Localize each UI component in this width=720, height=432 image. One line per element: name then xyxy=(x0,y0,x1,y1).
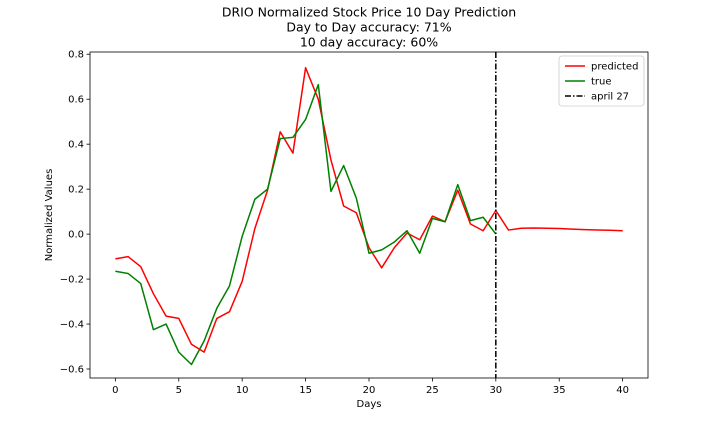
y-tick-label: −0.4 xyxy=(60,320,84,331)
series-layer xyxy=(115,66,623,366)
legend-april27-label: april 27 xyxy=(591,92,629,103)
y-tick-label: 0.0 xyxy=(68,230,84,241)
y-tick-label: 0.6 xyxy=(68,95,84,106)
chart-title: DRIO Normalized Stock Price 10 Day Predi… xyxy=(222,5,516,20)
y-tick-label: 0.4 xyxy=(68,140,84,151)
legend-box xyxy=(558,55,645,107)
x-tick-label: 5 xyxy=(176,385,182,396)
x-tick-label: 30 xyxy=(489,385,502,396)
series-line-predicted xyxy=(115,66,623,353)
chart-title-block: DRIO Normalized Stock Price 10 Day Predi… xyxy=(222,5,516,50)
y-axis-ticks: −0.6 −0.4 −0.2 0.0 0.2 0.4 0.6 0.8 xyxy=(60,50,90,376)
x-axis-label: Days xyxy=(357,399,382,410)
x-axis-ticks: 0 5 10 15 20 25 30 35 40 xyxy=(112,378,629,396)
y-tick-label: −0.2 xyxy=(60,275,84,286)
x-tick-label: 20 xyxy=(363,385,376,396)
y-axis-label: Normalized Values xyxy=(44,169,55,262)
x-tick-label: 0 xyxy=(112,385,118,396)
legend-predicted-label: predicted xyxy=(591,62,638,73)
x-tick-label: 35 xyxy=(553,385,566,396)
y-tick-label: 0.8 xyxy=(68,50,84,61)
legend-true-label: true xyxy=(591,77,612,88)
x-tick-label: 10 xyxy=(236,385,249,396)
x-tick-label: 15 xyxy=(299,385,312,396)
series-line-true xyxy=(115,83,497,366)
y-tick-label: 0.2 xyxy=(68,185,84,196)
chart-subtitle-day-accuracy: Day to Day accuracy: 71% xyxy=(286,20,451,35)
x-tick-label: 40 xyxy=(616,385,629,396)
y-tick-label: −0.6 xyxy=(60,365,84,376)
x-tick-label: 25 xyxy=(426,385,439,396)
chart-subtitle-10day-accuracy: 10 day accuracy: 60% xyxy=(300,35,438,50)
legend: predicted true april 27 xyxy=(558,55,645,107)
